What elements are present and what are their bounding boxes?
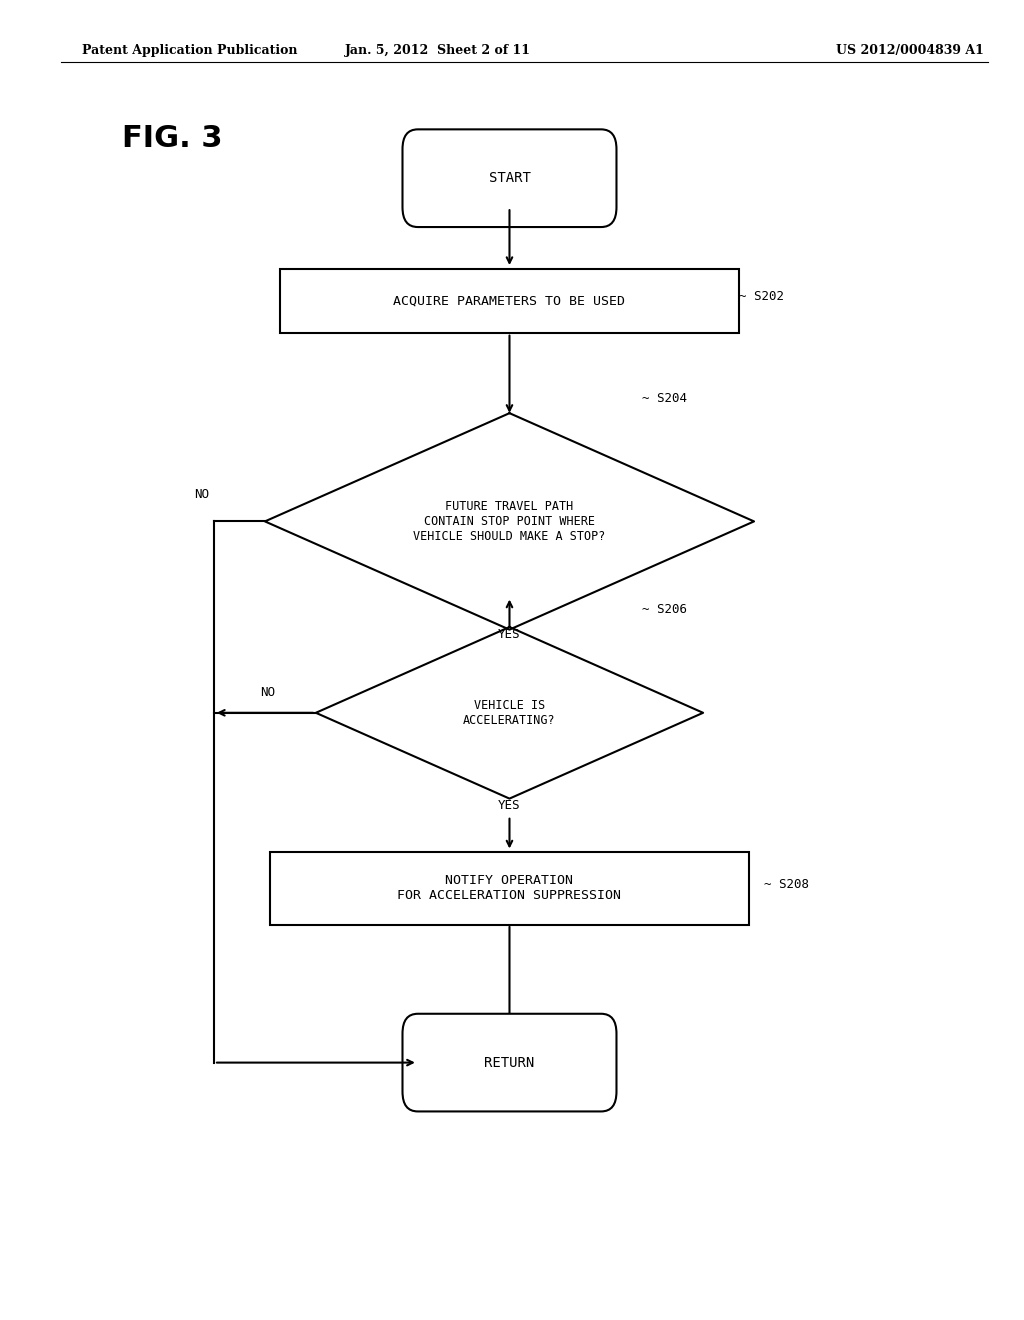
Text: US 2012/0004839 A1: US 2012/0004839 A1 xyxy=(836,44,983,57)
Polygon shape xyxy=(265,413,754,630)
Text: YES: YES xyxy=(499,628,521,642)
Text: ~ S206: ~ S206 xyxy=(642,603,687,616)
Text: NO: NO xyxy=(260,686,275,700)
Polygon shape xyxy=(315,627,703,799)
Text: Patent Application Publication: Patent Application Publication xyxy=(82,44,297,57)
Bar xyxy=(270,853,749,924)
Text: NO: NO xyxy=(194,488,209,502)
Text: FIG. 3: FIG. 3 xyxy=(122,124,223,153)
FancyBboxPatch shape xyxy=(402,129,616,227)
Text: ~ S202: ~ S202 xyxy=(738,290,783,304)
Text: ~ S204: ~ S204 xyxy=(642,392,687,405)
Text: YES: YES xyxy=(499,799,521,812)
Text: RETURN: RETURN xyxy=(484,1056,535,1069)
Text: START: START xyxy=(488,172,530,185)
Text: FUTURE TRAVEL PATH
CONTAIN STOP POINT WHERE
VEHICLE SHOULD MAKE A STOP?: FUTURE TRAVEL PATH CONTAIN STOP POINT WH… xyxy=(414,500,605,543)
Text: NOTIFY OPERATION
FOR ACCELERATION SUPPRESSION: NOTIFY OPERATION FOR ACCELERATION SUPPRE… xyxy=(397,874,622,903)
Text: Jan. 5, 2012  Sheet 2 of 11: Jan. 5, 2012 Sheet 2 of 11 xyxy=(345,44,531,57)
Text: ~ S208: ~ S208 xyxy=(764,878,809,891)
Text: ACQUIRE PARAMETERS TO BE USED: ACQUIRE PARAMETERS TO BE USED xyxy=(393,294,626,308)
Text: VEHICLE IS
ACCELERATING?: VEHICLE IS ACCELERATING? xyxy=(463,698,556,727)
FancyBboxPatch shape xyxy=(402,1014,616,1111)
Bar xyxy=(281,269,738,333)
